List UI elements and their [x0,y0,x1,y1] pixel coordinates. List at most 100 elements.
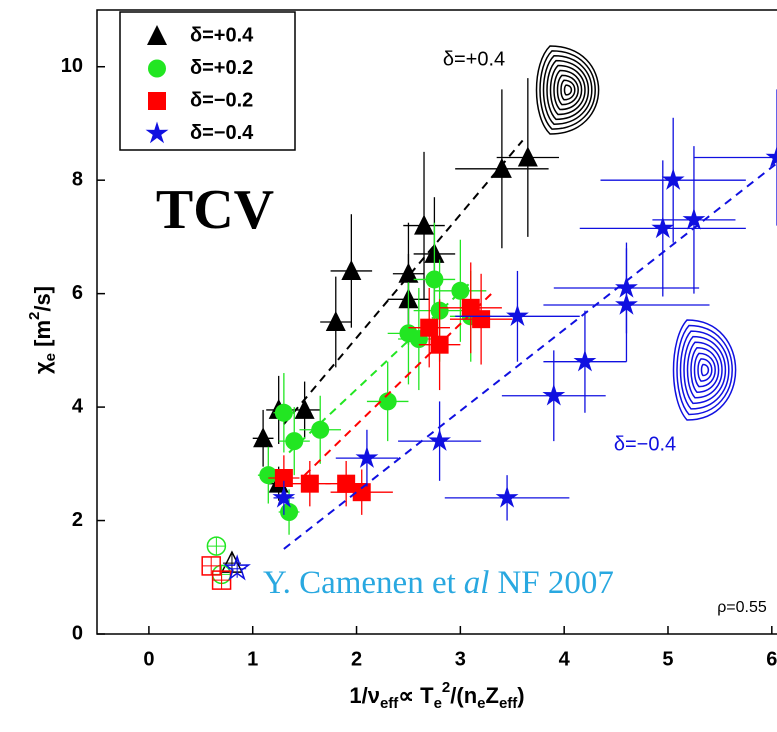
x-tick-label: 5 [662,648,673,670]
point [428,429,452,451]
point [341,259,362,280]
axis-label-part: /s] [30,286,55,312]
citation-text: NF 2007 [497,565,613,601]
point [765,145,777,168]
x-tick-label: 0 [143,648,154,670]
annotation: δ=+0.4 [443,48,505,70]
x-tick-label: 2 [351,648,362,670]
point [398,262,419,283]
point [495,485,519,508]
legend-marker [148,59,166,78]
flux-surface [560,79,576,101]
fit-line [283,162,777,550]
flux-surface [535,45,600,135]
point [661,168,685,190]
legend-label: δ=+0.2 [190,57,253,79]
point [451,281,470,300]
flux-surface [563,84,573,96]
flux-surface [700,363,710,377]
annotation: δ=−0.4 [614,433,676,455]
flux-surface [542,55,593,125]
axis-label-part: e [42,353,59,361]
point [517,146,538,167]
point [274,469,293,487]
flux-surface [556,74,579,106]
axis-label-part: [m [30,320,55,353]
point [325,311,346,331]
point [272,485,296,508]
x-tick-label: 3 [455,648,466,670]
x-tick-label: 6 [766,648,777,670]
point [337,474,356,493]
flux-surface [546,59,589,121]
point [682,207,706,230]
legend-marker [147,25,167,45]
legend-label: δ=+0.4 [190,24,254,46]
axis-label: χe [m2/s] [26,286,59,374]
axis-label-part: e [434,695,442,712]
flux-surface [553,69,583,111]
point [378,392,397,411]
point [311,420,330,439]
point [506,304,529,327]
point [355,446,379,468]
point [573,349,597,372]
flux-surface [697,358,713,382]
point [615,292,638,315]
y-tick-label: 8 [72,168,83,190]
citation-text: al [464,565,490,601]
plot-frame [96,9,777,635]
axis-label-part: 1/ν [349,683,380,708]
flux-surface [672,319,737,421]
axis-label-part: ∝ T [398,683,434,708]
y-tick-label: 6 [72,282,83,304]
point [414,214,435,235]
annotation: ρ=0.55 [717,599,767,616]
point [420,318,439,337]
flux-surface [686,341,723,399]
legend-marker [148,92,166,110]
y-tick-label: 4 [72,395,84,417]
point [472,310,491,329]
x-tick-label: 1 [247,648,258,670]
point [542,383,566,406]
legend-label: δ=−0.2 [190,89,253,111]
axis-label-part: /(n [450,683,477,708]
point [274,403,293,422]
axis-label-part: χ [30,361,55,374]
point [491,157,512,178]
flux-surface [693,352,716,388]
axis-label-part: eff [380,695,399,712]
legend-box [119,11,296,151]
point [294,398,315,419]
point [425,270,444,289]
flux-surface [676,324,733,416]
flux-surface [539,50,596,130]
y-tick-label: 10 [61,55,83,77]
x-tick-label: 4 [559,648,571,670]
y-tick-label: 2 [72,509,83,531]
axis-label-part: ) [517,683,524,708]
fit-line [303,292,493,476]
point [300,474,319,493]
flux-surfaces [535,45,737,421]
axis-label-part: Z [486,683,499,708]
flux-surface [549,64,586,116]
flux-surface [690,347,720,393]
axis-label-part: e [477,695,485,712]
legend-label: δ=−0.4 [190,122,254,144]
point [280,503,299,522]
point [352,483,371,502]
point [285,432,304,451]
device-label: TCV [156,179,274,241]
point [430,335,449,354]
point [651,216,675,239]
citation: Y. Camenen et al NF 2007 [263,565,614,601]
flux-surface [679,330,730,410]
axis-label-part: 2 [26,312,43,320]
axis-label-part: 2 [442,679,450,696]
axis-label-part: eff [499,695,518,712]
axis-label: 1/νeff∝ Te2/(neZeff) [349,679,524,712]
flux-surface [683,335,726,405]
